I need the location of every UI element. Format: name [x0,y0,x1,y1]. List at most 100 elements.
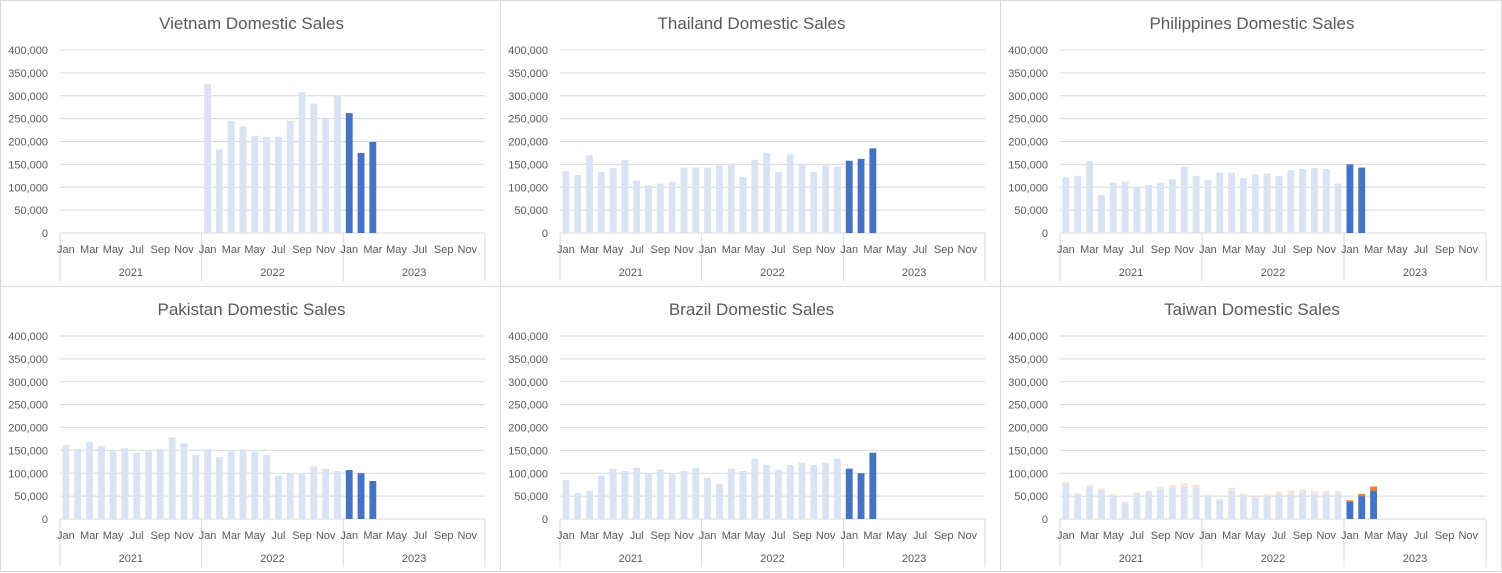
x-tick-label: May [744,244,765,256]
bar [1121,502,1129,519]
bar [1097,490,1105,519]
x-tick-label: Jul [1414,530,1428,542]
x-tick-label: Nov [674,530,694,542]
bar [1145,492,1153,519]
x-tick-label: Jul [913,244,927,256]
x-tick-label: Jul [130,244,144,256]
bar [1334,183,1342,233]
year-label: 2023 [902,267,926,279]
bar [322,118,330,233]
y-tick-label: 150,000 [508,445,548,457]
bar [1121,181,1129,233]
bar [1334,493,1342,519]
bar [1263,496,1271,519]
bar-segment [1334,491,1342,494]
bar [586,155,593,233]
bar [822,165,830,233]
bar [574,174,582,233]
x-tick-label: May [103,244,124,256]
y-tick-label: 300,000 [1008,91,1048,103]
bar [1370,490,1378,519]
x-tick-label: Jul [413,530,427,542]
bar [298,474,306,519]
bar [609,468,617,519]
bar [668,181,676,233]
x-tick-label: Mar [222,244,241,256]
year-label: 2022 [760,267,784,279]
bar [1322,493,1330,519]
bar [869,452,877,519]
y-tick-label: 50,000 [514,491,548,503]
x-tick-label: Mar [1080,244,1099,256]
bar [298,92,306,233]
chart-title: Philippines Domestic Sales [1149,14,1354,33]
x-tick-label: Nov [316,244,336,256]
bar [798,164,806,233]
year-label: 2022 [260,553,284,565]
y-tick-label: 150,000 [8,159,48,171]
bar [621,470,629,519]
x-tick-label: May [1103,530,1124,542]
bar-segment [1358,493,1366,497]
y-tick-label: 100,000 [508,468,548,480]
chart-panel-thailand: Thailand Domestic Sales 0 50,000 100,000 150… [500,0,1001,287]
bar [1310,168,1318,233]
bar [1358,496,1366,519]
x-tick-label: May [603,530,624,542]
x-tick-label: Mar [722,530,741,542]
x-tick-label: Jul [130,530,144,542]
bar [1192,175,1200,233]
bar [1192,487,1200,519]
bar [857,158,865,233]
bar [727,163,735,233]
bar [168,437,176,519]
x-tick-label: Nov [816,244,836,256]
y-tick-label: 100,000 [508,182,548,194]
bar [1109,496,1117,519]
x-tick-label: Nov [1316,244,1336,256]
x-tick-label: Jul [1130,530,1144,542]
y-tick-label: 300,000 [508,377,548,389]
x-tick-label: Sep [934,244,954,256]
chart-pakistan-domestic-sales: Pakistan Domestic Sales 0 50,000 100,000 150… [8,300,486,567]
chart-panel-taiwan: Taiwan Domestic Sales 0 50,000 100,000 150,0… [1000,286,1502,572]
bar [834,166,841,233]
bar [1228,490,1236,519]
x-tick-label: Jul [271,244,285,256]
bar-segment [1097,488,1105,491]
y-tick-label: 0 [542,514,548,526]
bar [668,474,676,519]
x-tick-label: Sep [434,530,454,542]
bar-segment [1310,491,1318,494]
bar [633,467,641,519]
bar-segment [1239,493,1247,497]
x-tick-label: Sep [1435,244,1455,256]
year-label: 2022 [760,553,784,565]
y-tick-label: 50,000 [14,205,48,217]
bar [1216,172,1224,233]
year-label: 2021 [1119,267,1143,279]
x-tick-label: Mar [363,530,382,542]
year-label: 2021 [619,553,643,565]
year-label: 2022 [1261,553,1285,565]
y-tick-label: 350,000 [508,354,548,366]
bar [1204,496,1212,519]
bar [334,470,341,519]
bar [1216,499,1224,519]
x-tick-label: Nov [458,244,478,256]
bar [1275,493,1283,519]
y-tick-label: 350,000 [8,354,48,366]
x-tick-label: Mar [1222,530,1241,542]
x-tick-label: Jan [1341,530,1359,542]
x-tick-label: Mar [1080,530,1099,542]
x-tick-label: Jul [413,244,427,256]
chart-title: Brazil Domestic Sales [669,300,834,319]
x-tick-label: Mar [1364,244,1383,256]
y-tick-label: 200,000 [1008,137,1048,149]
bar [704,477,711,519]
y-tick-label: 400,000 [1008,45,1048,57]
y-tick-label: 200,000 [1008,423,1048,435]
y-tick-label: 50,000 [514,205,548,217]
x-tick-label: Jan [1057,530,1075,542]
year-label: 2021 [119,267,143,279]
